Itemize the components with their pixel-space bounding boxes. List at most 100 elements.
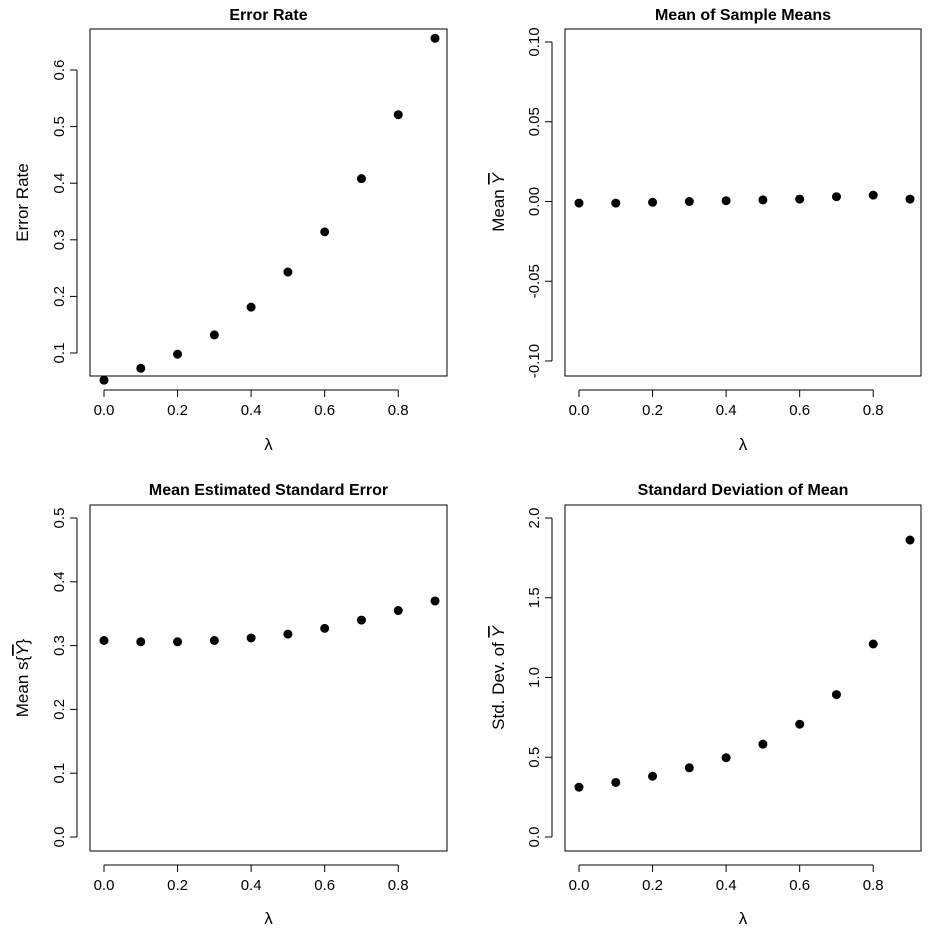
y-tick-label: 1.0 <box>526 667 543 688</box>
x-tick-label: 0.6 <box>789 877 810 894</box>
data-point <box>795 194 805 204</box>
y-axis-label: Std. Dev. of Y <box>489 625 508 730</box>
y-axis-label-prefix: Std. Dev. of <box>489 638 508 730</box>
y-tick-label: 0.6 <box>51 60 68 81</box>
x-tick-label: 0.6 <box>314 402 335 419</box>
chart-title: Standard Deviation of Mean <box>638 482 849 499</box>
chart-panel-4: Standard Deviation of Mean 0.0 0.2 0.4 0.6 0.… <box>489 482 922 928</box>
y-axis-label-suffix: } <box>13 638 32 644</box>
x-tick-label: 0.0 <box>94 402 115 419</box>
x-tick-label: 0.4 <box>241 877 262 894</box>
y-axis-label: Mean Y <box>489 172 508 232</box>
data-point <box>758 195 768 205</box>
y-tick-label: 0.1 <box>51 763 68 784</box>
data-point <box>136 363 146 373</box>
data-point <box>611 198 621 208</box>
x-axis-label: λ <box>264 435 273 454</box>
y-tick-label: 0.2 <box>51 699 68 720</box>
chart-panel-2: Mean of Sample Means 0.0 0.2 0.4 0.6 0.8 -0.10… <box>489 7 922 454</box>
data-points <box>99 596 440 647</box>
data-point <box>246 633 256 643</box>
y-tick-label: -0.05 <box>526 264 543 298</box>
x-tick-label: 0.2 <box>167 402 188 419</box>
x-tick-label: 0.8 <box>863 402 884 419</box>
x-tick-label: 0.0 <box>569 402 590 419</box>
y-tick-label: 0.5 <box>51 116 68 137</box>
y-axis-label: Error Rate <box>13 163 32 241</box>
data-point <box>99 375 109 385</box>
y-axis-label-symbol: Y <box>489 172 508 185</box>
x-axis: 0.0 0.2 0.4 0.6 0.8 <box>569 864 884 894</box>
data-point <box>831 192 841 202</box>
plot-frame <box>89 504 448 852</box>
data-point <box>393 110 403 120</box>
data-point <box>831 690 841 700</box>
data-point <box>320 227 330 237</box>
x-tick-label: 0.8 <box>388 402 409 419</box>
x-tick-label: 0.6 <box>314 877 335 894</box>
chart-panel-1: Error Rate 0.0 0.2 0.4 0.6 0.8 0.1 0.2 0.3 0.4 0.5… <box>13 7 448 454</box>
chart-title: Mean Estimated Standard Error <box>149 482 388 499</box>
x-axis-label: λ <box>264 909 273 928</box>
x-tick-label: 0.6 <box>789 402 810 419</box>
data-point <box>430 33 440 43</box>
x-axis: 0.0 0.2 0.4 0.6 0.8 <box>94 389 409 419</box>
x-axis: 0.0 0.2 0.4 0.6 0.8 <box>569 389 884 419</box>
y-tick-label: 0.0 <box>51 827 68 848</box>
y-axis: 0.1 0.2 0.3 0.4 0.5 0.6 <box>51 60 78 364</box>
data-point <box>393 606 403 616</box>
x-tick-label: 0.4 <box>716 877 737 894</box>
data-point <box>173 637 183 647</box>
data-point <box>721 196 731 206</box>
y-axis-label: Mean s{Y} <box>13 638 32 717</box>
data-point <box>574 198 584 208</box>
data-points <box>574 535 915 792</box>
x-tick-label: 0.4 <box>716 402 737 419</box>
x-tick-label: 0.2 <box>642 877 663 894</box>
data-point <box>905 535 915 545</box>
data-point <box>611 777 621 787</box>
y-tick-label: 0.1 <box>51 343 68 364</box>
y-axis-label-symbol: Y <box>489 625 508 638</box>
data-point <box>905 194 915 204</box>
chart-title: Error Rate <box>229 7 307 24</box>
y-tick-label: 1.5 <box>526 587 543 608</box>
y-tick-label: 0.05 <box>526 107 543 136</box>
data-point <box>795 719 805 729</box>
data-point <box>684 197 694 206</box>
x-tick-label: 0.0 <box>569 877 590 894</box>
x-axis-label: λ <box>739 435 748 454</box>
data-point <box>320 623 330 633</box>
data-point <box>356 174 366 184</box>
y-tick-label: 0.5 <box>51 508 68 529</box>
data-point <box>574 782 584 792</box>
data-point <box>209 635 219 645</box>
data-points <box>99 33 440 385</box>
y-axis-label-prefix: Mean s{ <box>13 655 32 717</box>
y-axis: 0.0 0.5 1.0 1.5 2.0 <box>526 508 553 848</box>
data-point <box>684 763 694 773</box>
x-tick-label: 0.0 <box>94 877 115 894</box>
data-point <box>246 302 256 312</box>
y-tick-label: 2.0 <box>526 508 543 529</box>
x-tick-label: 0.4 <box>241 402 262 419</box>
data-point <box>868 639 878 649</box>
y-tick-label: -0.10 <box>526 344 543 378</box>
plot-frame <box>89 28 448 377</box>
data-point <box>209 330 219 340</box>
x-axis-label: λ <box>739 909 748 928</box>
y-tick-label: 0.0 <box>526 827 543 848</box>
y-tick-label: 0.3 <box>51 635 68 656</box>
y-tick-label: 0.4 <box>51 173 68 194</box>
x-tick-label: 0.2 <box>167 877 188 894</box>
data-points <box>574 190 915 208</box>
plot-frame <box>564 504 922 852</box>
chart-panel-3: Mean Estimated Standard Error 0.0 0.2 0.4 0.… <box>13 482 448 928</box>
data-point <box>283 629 293 639</box>
data-point <box>758 739 768 749</box>
data-point <box>136 637 146 647</box>
y-axis-label-symbol: Y <box>13 643 32 656</box>
plot-frame <box>564 28 922 377</box>
chart-title: Mean of Sample Means <box>655 7 831 24</box>
